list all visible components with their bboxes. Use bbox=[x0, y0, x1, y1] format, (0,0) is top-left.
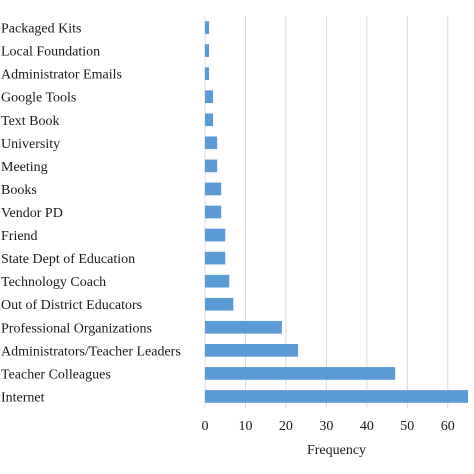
category-label: Technology Coach bbox=[1, 275, 106, 290]
category-label: Teacher Colleagues bbox=[1, 367, 111, 382]
x-tick-label: 40 bbox=[360, 419, 374, 434]
category-label: University bbox=[1, 137, 60, 152]
bar bbox=[205, 274, 230, 288]
bar bbox=[205, 159, 218, 173]
bar bbox=[205, 21, 210, 34]
gridlines bbox=[204, 16, 449, 408]
bar bbox=[205, 344, 299, 357]
category-label: Internet bbox=[1, 390, 45, 405]
bar bbox=[205, 44, 210, 57]
x-tick-label: 30 bbox=[319, 419, 333, 434]
x-tick-label: 0 bbox=[202, 419, 209, 434]
x-tick-label: 50 bbox=[400, 419, 414, 434]
bar bbox=[205, 136, 218, 150]
category-label: State Dept of Education bbox=[1, 252, 135, 267]
category-label: Books bbox=[1, 183, 37, 198]
category-label: Administrators/Teacher Leaders bbox=[1, 344, 181, 359]
bar bbox=[205, 228, 226, 242]
bar bbox=[205, 205, 222, 219]
category-label: Vendor PD bbox=[1, 206, 63, 221]
bar bbox=[205, 367, 396, 380]
category-label: Friend bbox=[1, 229, 38, 244]
category-labels: Packaged Kits Local Foundation Administrat… bbox=[1, 22, 181, 406]
category-label: Packaged Kits bbox=[1, 22, 81, 37]
bar bbox=[205, 113, 214, 127]
category-label: Professional Organizations bbox=[1, 321, 152, 336]
x-axis-title: Frequency bbox=[307, 443, 366, 458]
bar bbox=[205, 297, 234, 311]
bar bbox=[205, 182, 222, 196]
bar bbox=[205, 90, 214, 104]
bar bbox=[205, 320, 282, 334]
category-label: Out of District Educators bbox=[1, 298, 142, 313]
x-tick-labels: 0 10 20 30 40 50 60 bbox=[202, 419, 455, 434]
category-label: Administrator Emails bbox=[1, 68, 122, 83]
category-label: Google Tools bbox=[1, 91, 76, 106]
bar bbox=[205, 67, 210, 80]
x-tick-label: 10 bbox=[238, 419, 252, 434]
x-tick-label: 20 bbox=[279, 419, 293, 434]
category-label: Text Book bbox=[1, 114, 60, 129]
bar bbox=[205, 251, 226, 265]
x-tick-label: 60 bbox=[441, 419, 455, 434]
category-label: Local Foundation bbox=[1, 45, 100, 60]
category-label: Meeting bbox=[1, 160, 48, 175]
bars bbox=[205, 21, 468, 403]
bar bbox=[205, 390, 468, 403]
